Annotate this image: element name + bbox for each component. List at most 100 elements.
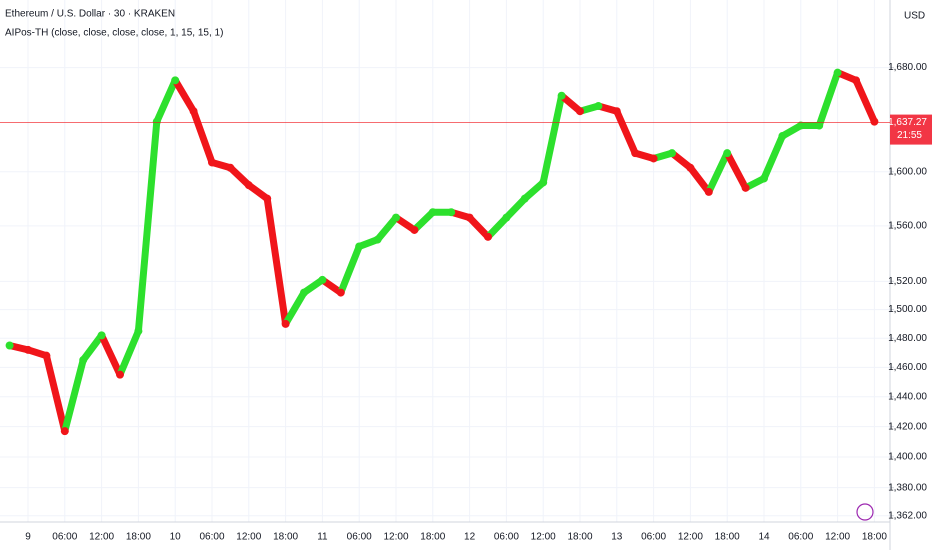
price-segment (558, 92, 584, 115)
last-price-box (890, 114, 932, 145)
price-segment (98, 331, 124, 379)
x-tick-label: 18:00 (420, 532, 445, 543)
price-point (741, 183, 750, 192)
price-segment (484, 214, 510, 241)
price-point (226, 163, 235, 172)
price-point (668, 149, 676, 158)
price-point (392, 213, 400, 222)
price-segment (686, 164, 713, 196)
indicator-label: AIPos-TH (close, close, close, close, 1,… (5, 28, 223, 39)
price-point (649, 154, 658, 163)
x-tick-label: 18:00 (862, 532, 887, 543)
price-point (336, 288, 345, 297)
price-segment (374, 214, 400, 244)
x-tick-label: 10 (170, 532, 182, 543)
chart-title: Ethereum / U.S. Dollar · 30 · KRAKEN (5, 9, 175, 20)
x-tick-label: 11 (317, 532, 328, 543)
price-point (465, 213, 474, 222)
price-segment (171, 76, 198, 115)
price-point (484, 232, 492, 241)
x-tick-label: 18:00 (715, 532, 740, 543)
x-tick-label: 13 (611, 532, 623, 543)
price-point (815, 121, 824, 130)
price-segment (815, 69, 842, 130)
x-tick-label: 18:00 (273, 532, 298, 543)
price-point (263, 194, 272, 203)
price-point (171, 76, 180, 85)
x-tick-label: 12:00 (89, 532, 114, 543)
price-point (134, 327, 143, 336)
price-segment (337, 242, 363, 297)
price-point (373, 235, 382, 244)
price-point (116, 370, 124, 379)
price-segment (79, 331, 106, 364)
y-tick-label: 1,400.00 (888, 452, 927, 463)
y-tick-label: 1,520.00 (888, 276, 927, 287)
price-point (852, 76, 860, 85)
price-point (723, 149, 732, 158)
logo[interactable] (856, 503, 874, 521)
price-point (870, 117, 879, 126)
price-point (833, 68, 842, 77)
currency: USD (904, 11, 925, 22)
price-point (539, 178, 548, 187)
price-point (189, 107, 198, 116)
price-segment (466, 214, 492, 241)
price-point (355, 242, 364, 251)
price-point (79, 356, 88, 365)
y-tick-label: 1,680.00 (888, 62, 927, 73)
x-tick-label: 06:00 (347, 532, 372, 543)
price-point (594, 102, 603, 111)
price-point (244, 181, 253, 190)
x-tick-label: 12:00 (531, 532, 556, 543)
price-segment (153, 76, 179, 126)
price-point (686, 163, 695, 172)
x-tick-label: 9 (25, 532, 31, 543)
price-segment (134, 118, 161, 335)
price-point (152, 117, 161, 126)
price-point (631, 149, 640, 158)
price-segment (760, 132, 786, 182)
price-point (60, 427, 69, 436)
price-point (42, 351, 51, 360)
price-point (704, 187, 713, 196)
price-point (760, 174, 768, 183)
price-point (502, 213, 511, 222)
price-point (300, 288, 308, 297)
x-tick-label: 12 (464, 532, 476, 543)
last-price-label: 1,637.27 (888, 117, 927, 128)
x-tick-label: 06:00 (52, 532, 77, 543)
x-tick-label: 06:00 (494, 532, 519, 543)
x-tick-label: 12:00 (825, 532, 850, 543)
x-tick-label: 14 (758, 532, 770, 543)
price-point (447, 208, 456, 217)
price-point (410, 225, 419, 234)
price-segment (723, 149, 750, 192)
y-tick-label: 1,460.00 (888, 362, 927, 373)
y-tick-label: 1,362.00 (888, 510, 927, 521)
x-tick-label: 18:00 (567, 532, 592, 543)
price-point (612, 107, 621, 116)
x-tick-label: 06:00 (199, 532, 224, 543)
price-point (281, 319, 290, 328)
x-tick-label: 06:00 (641, 532, 666, 543)
price-segment (539, 92, 566, 186)
logo-icon[interactable] (856, 503, 874, 521)
price-point (576, 107, 584, 116)
y-tick-label: 1,380.00 (888, 482, 927, 493)
price-point (428, 208, 437, 217)
price-segment (705, 149, 731, 196)
price-point (5, 341, 14, 350)
y-tick-label: 1,440.00 (888, 391, 927, 402)
price-point (97, 331, 106, 340)
y-tick-label: 1,480.00 (888, 333, 927, 344)
y-tick-label: 1,420.00 (888, 421, 927, 432)
price-point (796, 121, 805, 130)
price-segment (410, 208, 437, 234)
price-point (24, 345, 32, 354)
y-tick-label: 1,500.00 (888, 304, 927, 315)
x-tick-label: 18:00 (126, 532, 151, 543)
x-tick-label: 06:00 (788, 532, 813, 543)
